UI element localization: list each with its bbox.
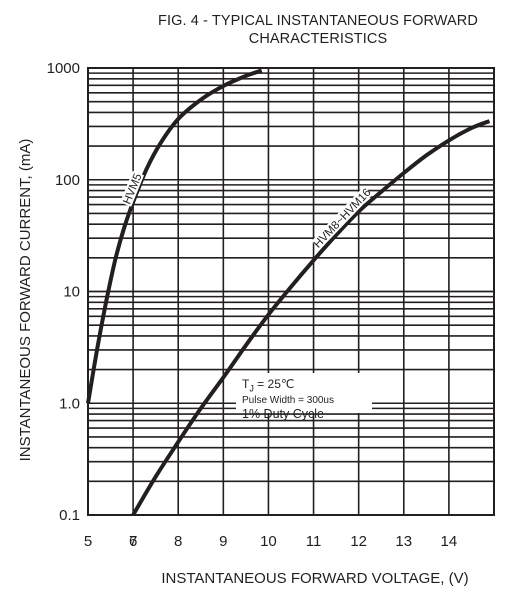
x-tick-label: 5	[84, 533, 92, 550]
y-tick-label: 10	[63, 284, 80, 301]
x-tick-label: 8	[174, 533, 182, 550]
y-tick-label: 100	[55, 172, 80, 189]
y-tick-label: 1.0	[59, 395, 80, 412]
series-curve-2	[131, 119, 491, 517]
annotation-duty-cycle: 1% Duty Cycle	[242, 407, 324, 422]
series-label: HVM5	[121, 172, 144, 206]
series-curve-1	[86, 68, 263, 404]
y-tick-label: 1000	[47, 60, 80, 77]
x-axis-label: INSTANTANEOUS FORWARD VOLTAGE, (V)	[161, 570, 468, 587]
series-label-group: HVM8~HVM16	[311, 186, 374, 251]
x-tick-label: 10	[260, 533, 277, 550]
y-axis-label: INSTANTANEOUS FORWARD CURRENT, (mA)	[17, 139, 34, 462]
y-axis-ticks: 0.1 1.0 10 100 1000	[47, 60, 80, 524]
annotation-t: T	[242, 377, 250, 391]
series-label-background	[120, 170, 145, 207]
annotation-pulse-width: Pulse Width = 300us	[242, 395, 334, 407]
x-tick-label: 11	[306, 533, 322, 550]
x-tick-label: 9	[219, 533, 227, 550]
x-tick-label: 13	[395, 533, 412, 550]
test-conditions-annotation: TJ = 25℃ Pulse Width = 300us 1% Duty Cyc…	[236, 373, 372, 421]
x-tick-label: 14	[441, 533, 458, 550]
x-axis-ticks: 5 76 8 9 10 11 12 13 14	[84, 533, 457, 550]
chart-title-line-2: CHARACTERISTICS	[248, 31, 388, 47]
annotation-temperature-value: = 25℃	[253, 377, 295, 391]
y-tick-label: 0.1	[59, 507, 80, 524]
chart-grid	[87, 67, 495, 516]
series-label: HVM8~HVM16	[312, 187, 374, 251]
x-tick-label: 12	[350, 533, 367, 550]
x-tick-label: 6	[129, 533, 137, 550]
series-label-background	[311, 186, 373, 250]
series-label-group: HVM5	[120, 170, 145, 207]
x-tick-label: 7	[129, 533, 137, 550]
annotation-t-subscript: J	[249, 383, 254, 394]
plot-frame	[87, 67, 495, 516]
chart-title-line-1: FIG. 4 - TYPICAL INSTANTANEOUS FORWARD	[158, 13, 478, 29]
annotation-temperature: TJ = 25℃	[242, 377, 368, 395]
